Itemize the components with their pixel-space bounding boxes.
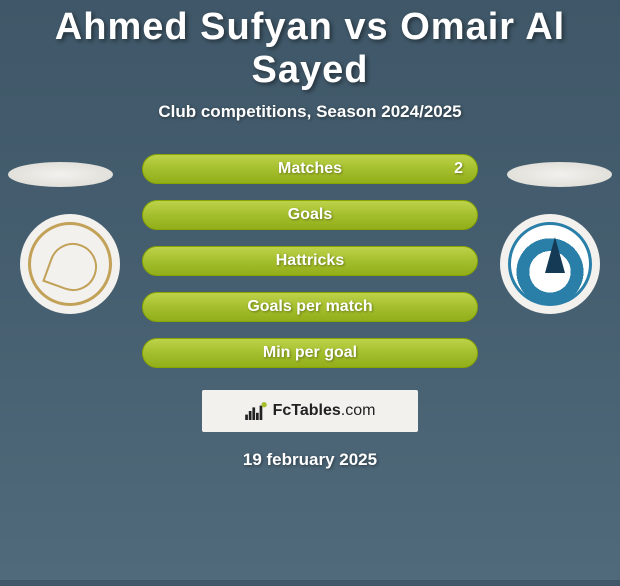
brand-suffix: .com (341, 402, 376, 419)
club-badge-left (20, 214, 120, 314)
snapshot-date: 19 february 2025 (0, 450, 620, 470)
stat-row-matches: Matches 2 (142, 154, 478, 184)
stat-label: Min per goal (263, 344, 357, 362)
stat-bars: Matches 2 Goals Hattricks Goals per matc… (142, 154, 478, 368)
stat-label: Matches (278, 160, 342, 178)
stat-label: Goals (288, 206, 332, 224)
club-left-art-icon (28, 222, 112, 306)
stat-row-min-per-goal: Min per goal (142, 338, 478, 368)
stat-row-hattricks: Hattricks (142, 246, 478, 276)
stat-value-right: 2 (454, 160, 463, 178)
branding-text: FcTables.com (273, 402, 376, 420)
fctables-logo-icon (245, 402, 267, 420)
stat-label: Hattricks (276, 252, 344, 270)
page-title: Ahmed Sufyan vs Omair Al Sayed (0, 6, 620, 92)
stat-row-goals-per-match: Goals per match (142, 292, 478, 322)
comparison-arena: Matches 2 Goals Hattricks Goals per matc… (0, 154, 620, 470)
club-badge-right (500, 214, 600, 314)
club-right-art-icon (508, 222, 592, 306)
player-photo-placeholder-right (507, 162, 612, 187)
player-photo-placeholder-left (8, 162, 113, 187)
brand-name: FcTables (273, 402, 341, 419)
stat-label: Goals per match (247, 298, 372, 316)
subtitle: Club competitions, Season 2024/2025 (0, 102, 620, 122)
stat-row-goals: Goals (142, 200, 478, 230)
branding-panel: FcTables.com (202, 390, 418, 432)
